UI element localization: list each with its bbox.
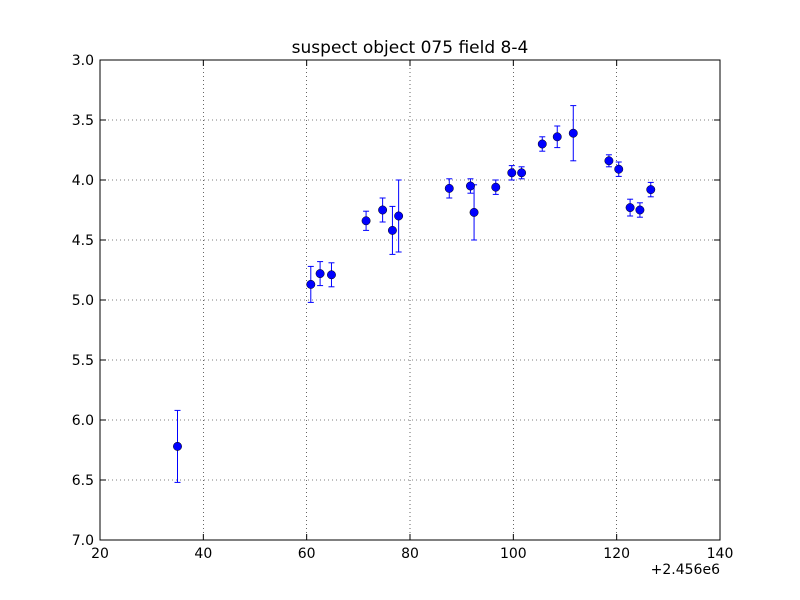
data-points [173, 128, 656, 451]
x-tick-label: 80 [401, 546, 419, 562]
y-tick-labels: 3.0 3.5 4.0 4.5 5.0 5.5 6.0 6.5 7.0 [72, 53, 94, 549]
data-point [306, 279, 316, 289]
y-tick-label: 4.5 [72, 233, 94, 249]
y-tick-label: 5.5 [72, 353, 94, 369]
data-point [466, 181, 475, 191]
y-tick-label: 7.0 [72, 533, 94, 549]
x-tick-labels: 20 40 60 80 100 120 140 [91, 546, 733, 562]
data-point [491, 182, 501, 192]
data-point [173, 441, 182, 451]
data-point [507, 168, 517, 178]
x-tick-label: 120 [603, 546, 630, 562]
axis-ticks [99, 59, 721, 541]
data-point [604, 156, 614, 166]
y-tick-label: 4.0 [72, 173, 94, 189]
data-point [635, 205, 645, 215]
grid-lines [100, 60, 720, 540]
data-point [537, 139, 547, 149]
data-point [625, 203, 635, 213]
x-tick-label: 140 [707, 546, 734, 562]
data-point [614, 164, 624, 174]
y-tick-label: 6.5 [72, 473, 94, 489]
x-tick-label: 20 [91, 546, 109, 562]
x-tick-label: 60 [298, 546, 316, 562]
data-point [387, 225, 397, 235]
data-point [394, 211, 404, 221]
data-point [469, 207, 479, 217]
data-point [646, 185, 656, 195]
data-point [315, 269, 325, 279]
y-tick-label: 5.0 [72, 293, 94, 309]
data-point [568, 128, 578, 138]
data-point [327, 270, 336, 280]
y-tick-label: 3.5 [72, 113, 94, 129]
y-tick-label: 3.0 [72, 53, 94, 69]
data-point [552, 132, 562, 142]
data-point [517, 168, 527, 178]
x-tick-label: 100 [500, 546, 527, 562]
chart-title: suspect object 075 field 8-4 [292, 38, 529, 58]
data-point [361, 216, 371, 226]
data-point [378, 205, 388, 215]
x-offset-label: +2.456e6 [651, 562, 720, 578]
y-tick-label: 6.0 [72, 413, 94, 429]
x-tick-label: 40 [194, 546, 212, 562]
data-point [444, 183, 454, 193]
